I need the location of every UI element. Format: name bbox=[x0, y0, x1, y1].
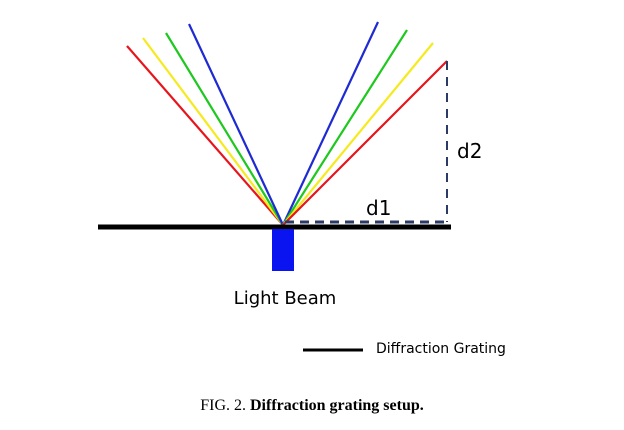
ray-yellow-right bbox=[282, 42, 434, 226]
ray-yellow-left bbox=[142, 37, 284, 226]
ray-blue-right bbox=[282, 21, 379, 226]
ray-red-right bbox=[282, 60, 448, 226]
label-d2: d2 bbox=[457, 139, 482, 163]
light-beam-label: Light Beam bbox=[234, 288, 337, 309]
ray-green-left bbox=[165, 32, 284, 226]
caption: FIG. 2. Diffraction grating setup. bbox=[200, 397, 424, 414]
ray-green-right bbox=[282, 29, 408, 226]
label-d1: d1 bbox=[366, 196, 391, 220]
ray-blue-left bbox=[188, 23, 284, 226]
caption-title: Diffraction grating setup. bbox=[250, 397, 424, 414]
light-beam bbox=[272, 229, 294, 271]
legend-label: Diffraction Grating bbox=[376, 341, 506, 357]
diffracted-rays bbox=[126, 21, 448, 226]
caption-prefix: FIG. 2. bbox=[200, 397, 246, 414]
ray-red-left bbox=[126, 45, 284, 226]
